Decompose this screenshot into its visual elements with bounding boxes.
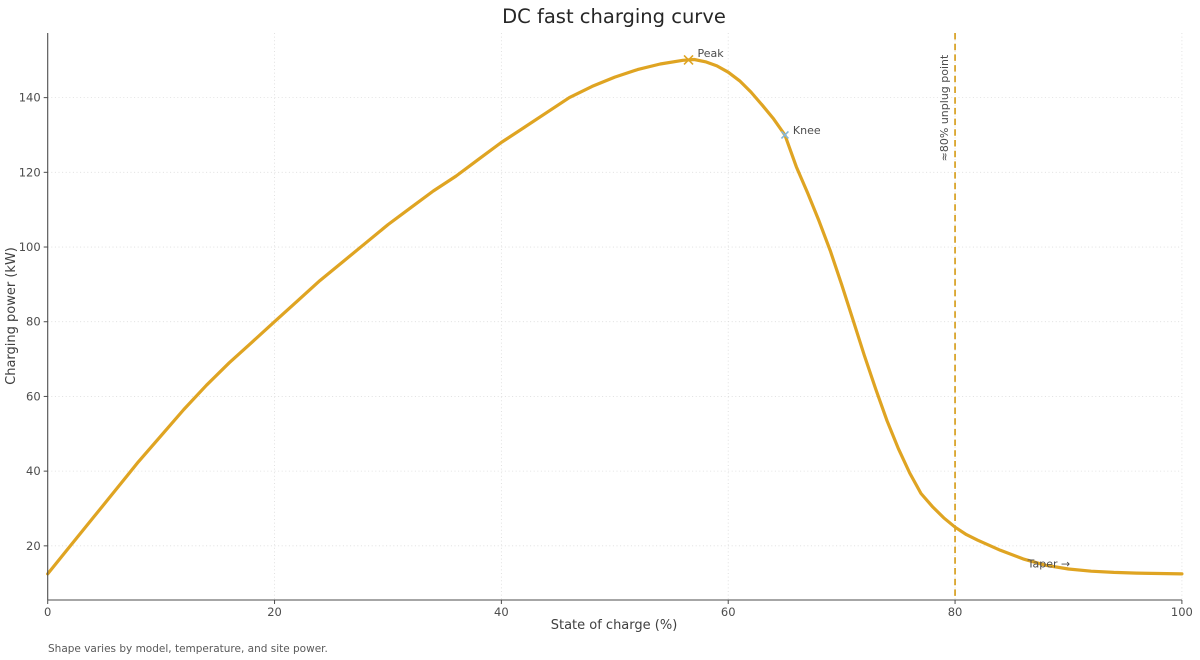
peak-marker-icon	[683, 54, 694, 65]
x-tick-label: 0	[44, 605, 51, 619]
y-tick-label: 20	[26, 539, 41, 553]
y-tick-label: 120	[19, 165, 41, 179]
knee-marker-icon	[780, 130, 789, 140]
y-axis-label: Charging power (kW)	[4, 247, 19, 385]
taper-label: Taper →	[1027, 557, 1071, 570]
x-tick-label: 60	[721, 605, 736, 619]
y-tick-label: 60	[26, 389, 41, 403]
y-tick-label: 40	[26, 464, 41, 478]
y-tick-label: 140	[19, 91, 41, 105]
knee-label: Knee	[793, 124, 821, 137]
chart-title: DC fast charging curve	[502, 5, 726, 28]
unplug-threshold-label: ≈80% unplug point	[938, 54, 951, 161]
plot-area: ≈80% unplug point 0 20 40 60 80 100 20 40 60 80 100…	[19, 33, 1193, 619]
x-tick-label: 100	[1171, 605, 1193, 619]
y-tick-label: 100	[19, 240, 41, 254]
x-axis-label: State of charge (%)	[551, 618, 678, 633]
peak-label: Peak	[698, 47, 725, 60]
x-tick-label: 20	[267, 605, 282, 619]
y-tick-label: 80	[26, 315, 41, 329]
x-tick-label: 80	[948, 605, 963, 619]
x-tick-label: 40	[494, 605, 509, 619]
charging-power-curve	[46, 57, 1184, 576]
chart-footnote: Shape varies by model, temperature, and …	[48, 643, 328, 655]
gridlines	[47, 33, 1183, 600]
